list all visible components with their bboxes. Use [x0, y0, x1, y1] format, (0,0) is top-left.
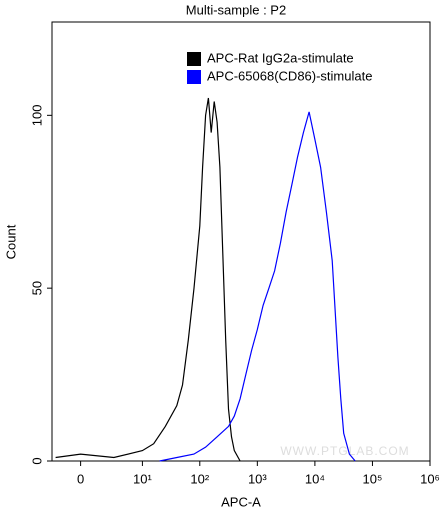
- x-tick-label: 10⁵: [363, 471, 383, 486]
- legend-swatch: [187, 70, 201, 84]
- x-tick-label: 0: [77, 471, 84, 486]
- watermark: WWW.PTGLAB.COM: [280, 444, 409, 458]
- series-line: [55, 97, 241, 462]
- plot-frame: [51, 21, 431, 462]
- chart-title: Multi-sample : P2: [186, 2, 286, 17]
- legend-label: APC-Rat IgG2a-stimulate: [207, 50, 354, 65]
- x-axis-label: APC-A: [221, 494, 261, 509]
- legend-label: APC-65068(CD86)-stimulate: [207, 68, 372, 83]
- legend-swatch: [187, 52, 201, 66]
- x-tick-label: 10³: [248, 471, 267, 486]
- x-tick-label: 10²: [190, 471, 209, 486]
- y-axis-label: Count: [3, 224, 18, 259]
- x-tick-label: 10⁴: [305, 471, 325, 486]
- y-tick-label: 0: [29, 457, 44, 464]
- y-tick-label: 100: [29, 104, 44, 126]
- y-tick-label: 50: [29, 281, 44, 295]
- x-tick-label: 10¹: [133, 471, 152, 486]
- x-tick-label: 10⁶: [420, 471, 440, 486]
- series-line: [159, 111, 356, 462]
